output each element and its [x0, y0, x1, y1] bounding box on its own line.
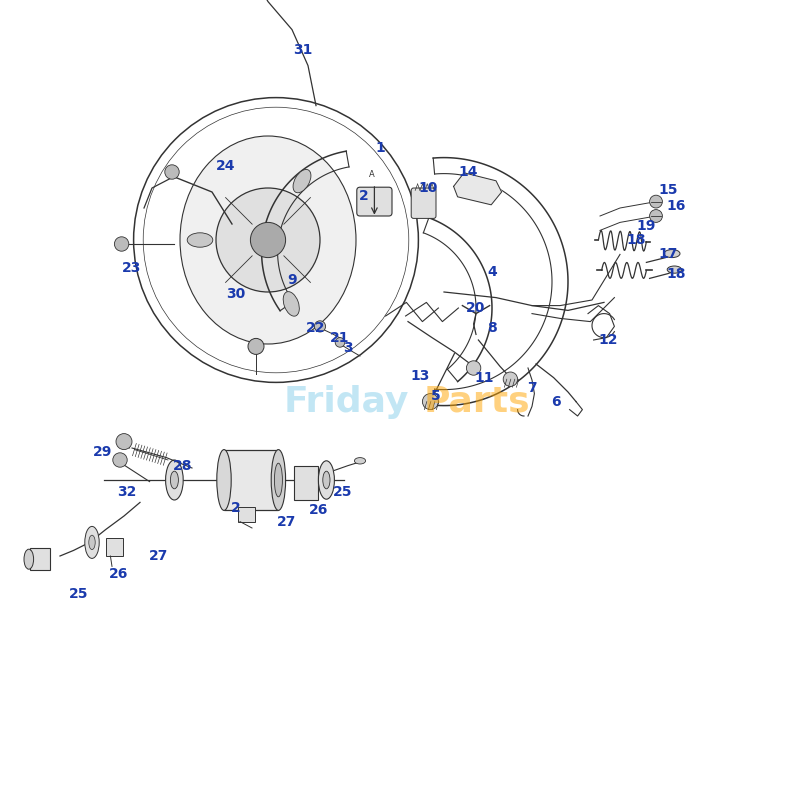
Text: A: A	[369, 170, 375, 179]
Circle shape	[422, 394, 438, 410]
Text: 1: 1	[375, 141, 385, 155]
Text: 32: 32	[117, 485, 136, 499]
Text: 26: 26	[109, 567, 128, 582]
Ellipse shape	[170, 471, 178, 489]
Text: 22: 22	[306, 321, 326, 335]
Text: 9: 9	[287, 273, 297, 287]
Text: 3: 3	[343, 341, 353, 355]
Text: 31: 31	[293, 42, 312, 57]
Text: 17: 17	[658, 247, 678, 262]
Ellipse shape	[24, 549, 34, 570]
Circle shape	[113, 453, 127, 467]
Text: 25: 25	[69, 586, 88, 601]
Circle shape	[466, 361, 481, 375]
Bar	[30, 548, 50, 570]
Text: 8: 8	[487, 321, 497, 335]
Text: 24: 24	[216, 159, 235, 174]
Polygon shape	[454, 173, 502, 205]
Text: 14: 14	[458, 165, 478, 179]
Text: 12: 12	[598, 333, 618, 347]
Circle shape	[116, 434, 132, 450]
Bar	[106, 538, 123, 556]
Circle shape	[503, 372, 518, 386]
Ellipse shape	[180, 136, 356, 344]
Ellipse shape	[271, 450, 286, 510]
Text: 18: 18	[626, 233, 646, 247]
Text: 27: 27	[149, 549, 168, 563]
Text: Parts: Parts	[424, 385, 530, 418]
Circle shape	[248, 338, 264, 354]
Circle shape	[314, 321, 326, 332]
Text: 28: 28	[173, 458, 192, 473]
Text: 11: 11	[474, 370, 494, 385]
Ellipse shape	[354, 458, 366, 464]
Ellipse shape	[187, 233, 213, 247]
Circle shape	[165, 165, 179, 179]
Text: 15: 15	[658, 183, 678, 198]
Text: 25: 25	[333, 485, 352, 499]
Text: 19: 19	[637, 218, 656, 233]
Circle shape	[335, 338, 345, 347]
Ellipse shape	[318, 461, 334, 499]
Text: 4: 4	[487, 265, 497, 279]
Text: 2: 2	[231, 501, 241, 515]
Text: 10: 10	[418, 181, 438, 195]
Text: 18: 18	[666, 266, 686, 281]
Bar	[224, 450, 278, 510]
Circle shape	[216, 188, 320, 292]
Text: 16: 16	[666, 199, 686, 214]
Ellipse shape	[89, 535, 95, 550]
Text: 21: 21	[330, 330, 350, 345]
FancyBboxPatch shape	[357, 187, 392, 216]
Ellipse shape	[217, 450, 231, 510]
FancyBboxPatch shape	[411, 188, 436, 218]
Circle shape	[650, 210, 662, 222]
Text: 7: 7	[527, 381, 537, 395]
Text: 23: 23	[122, 261, 142, 275]
Text: 13: 13	[410, 369, 430, 383]
Ellipse shape	[283, 292, 299, 316]
Circle shape	[114, 237, 129, 251]
Circle shape	[650, 195, 662, 208]
Text: 20: 20	[466, 301, 486, 315]
Text: 26: 26	[309, 503, 328, 518]
Ellipse shape	[293, 170, 311, 193]
Ellipse shape	[274, 463, 282, 497]
Ellipse shape	[322, 471, 330, 489]
Text: 5: 5	[431, 389, 441, 403]
Circle shape	[250, 222, 286, 258]
Ellipse shape	[85, 526, 99, 558]
Text: 30: 30	[226, 287, 246, 302]
Text: Friday: Friday	[284, 385, 410, 418]
Ellipse shape	[664, 250, 680, 258]
Text: 2: 2	[359, 189, 369, 203]
Text: 27: 27	[277, 514, 296, 529]
Bar	[294, 466, 318, 500]
Text: 29: 29	[93, 445, 112, 459]
Text: 6: 6	[551, 394, 561, 409]
Bar	[238, 507, 255, 522]
Ellipse shape	[166, 460, 183, 500]
Ellipse shape	[667, 266, 682, 274]
